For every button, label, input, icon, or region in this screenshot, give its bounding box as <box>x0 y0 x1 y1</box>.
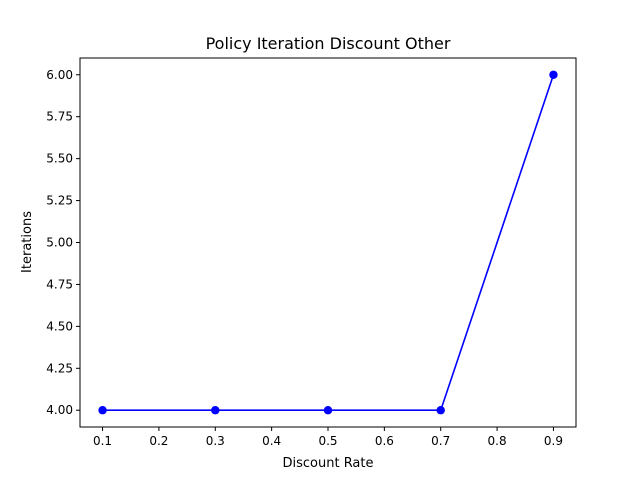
chart-title: Policy Iteration Discount Other <box>206 34 451 53</box>
x-axis-label: Discount Rate <box>282 456 373 471</box>
y-tick-label: 5.25 <box>46 194 73 208</box>
y-tick-label: 5.50 <box>46 152 73 166</box>
series-line <box>102 74 555 412</box>
x-tick-label: 0.2 <box>149 434 168 448</box>
x-tick-label: 0.6 <box>375 434 394 448</box>
y-tick-label: 5.00 <box>46 236 73 250</box>
x-tick-label: 0.7 <box>431 434 450 448</box>
x-tick-label: 0.5 <box>318 434 337 448</box>
axes-frame <box>79 57 577 428</box>
plot-area <box>98 70 558 415</box>
y-tick-label: 5.75 <box>46 110 73 124</box>
y-tick-label: 4.50 <box>46 319 73 333</box>
x-tick-label: 0.1 <box>93 434 112 448</box>
x-tick-label: 0.9 <box>544 434 563 448</box>
y-tick-label: 4.00 <box>46 403 73 417</box>
data-point <box>549 70 558 79</box>
y-tick-label: 6.00 <box>46 68 73 82</box>
data-point <box>323 406 333 415</box>
data-point <box>98 406 107 415</box>
data-point <box>436 406 445 415</box>
y-axis-label: Iterations <box>20 211 35 273</box>
y-tick-label: 4.75 <box>46 277 73 291</box>
x-tick-label: 0.8 <box>488 434 507 448</box>
data-point <box>211 406 220 415</box>
x-tick-label: 0.4 <box>262 434 281 448</box>
x-axis-ticks: 0.1 0.2 0.3 0.4 0.5 0.6 0.7 0.8 0.9 <box>93 427 563 448</box>
y-axis-ticks: 4.00 4.25 4.50 4.75 5.00 5.25 5.50 5.75 6.00 <box>46 68 80 417</box>
y-tick-label: 4.25 <box>46 361 73 375</box>
x-tick-label: 0.3 <box>206 434 225 448</box>
